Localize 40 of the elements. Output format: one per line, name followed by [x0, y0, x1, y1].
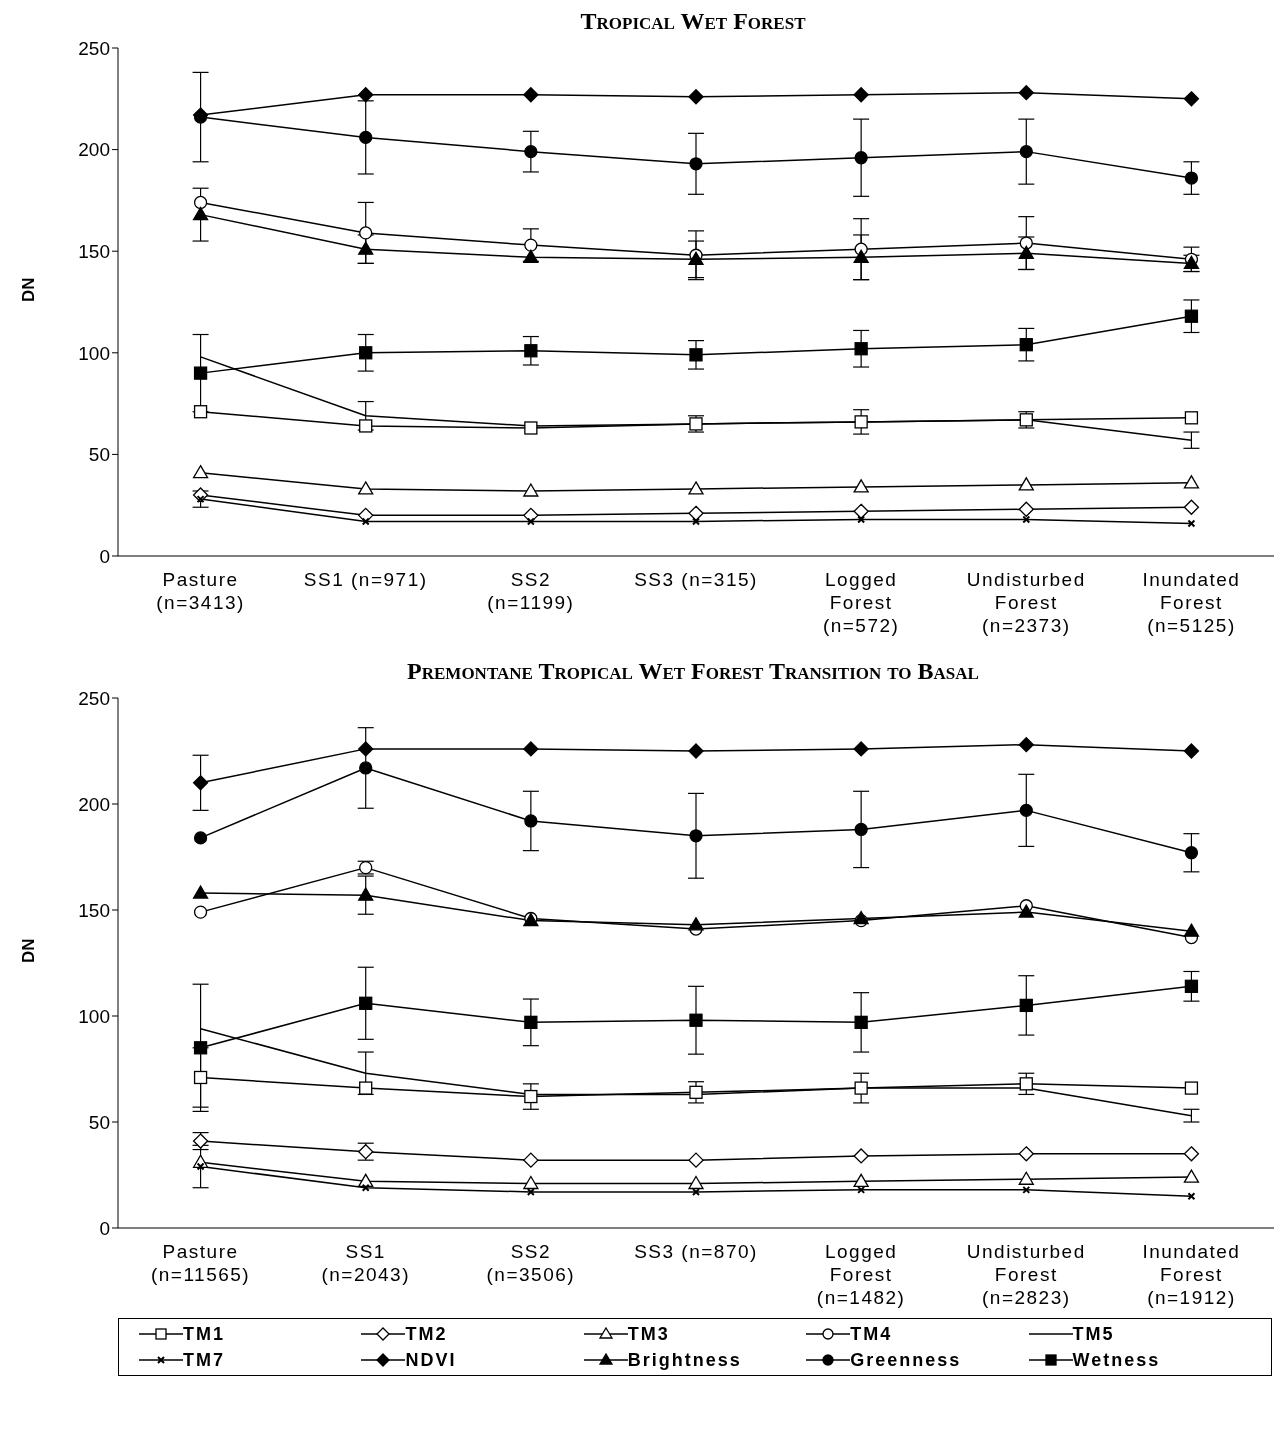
chart-title: Tropical Wet Forest: [580, 8, 806, 34]
y-tick-label: 150: [78, 899, 110, 921]
x-tick-label: SS2 (n=1199): [487, 569, 575, 613]
y-tick-label: 200: [78, 793, 110, 815]
x-tick-label: Pasture (n=3413): [156, 569, 245, 613]
y-tick-label: 100: [78, 1005, 110, 1027]
x-tick-label: Pasture (n=11565): [150, 1241, 251, 1285]
x-tick-label: SS1 (n=971): [303, 569, 428, 590]
y-tick-label: 200: [78, 139, 110, 161]
legend-label: TM2: [405, 1323, 448, 1345]
x-tick-label: Logged Forest (n=1482): [816, 1241, 906, 1308]
x-tick-label: SS3 (n=315): [634, 569, 758, 590]
y-tick-label: 50: [88, 444, 110, 466]
x-tick-label: SS3 (n=870): [634, 1241, 758, 1262]
legend-label: TM5: [1072, 1323, 1115, 1345]
y-axis-title: DN: [19, 277, 39, 302]
y-tick-label: 100: [78, 342, 110, 364]
x-tick-label: Inundated Forest (n=5125): [1142, 569, 1241, 636]
legend-label: Greenness: [850, 1349, 962, 1371]
legend-label: TM4: [850, 1323, 893, 1345]
chart-title: Premontane Tropical Wet Forest Transition to Basal: [407, 658, 979, 684]
y-axis-title: DN: [19, 938, 39, 963]
legend-label: Wetness: [1072, 1349, 1161, 1371]
legend-label: Brightness: [627, 1349, 742, 1371]
y-tick-label: 0: [99, 545, 110, 567]
x-tick-label: Undisturbed Forest (n=2373): [966, 569, 1086, 636]
x-tick-label: Inundated Forest (n=1912): [1142, 1241, 1241, 1308]
y-tick-label: 0: [99, 1217, 110, 1239]
y-tick-label: 150: [78, 240, 110, 262]
y-tick-label: 250: [78, 687, 110, 709]
legend-label: TM1: [183, 1323, 225, 1345]
legend-label: TM3: [627, 1323, 670, 1345]
x-tick-label: SS2 (n=3506): [486, 1241, 576, 1285]
x-tick-label: Logged Forest (n=572): [822, 569, 900, 636]
y-tick-label: 50: [88, 1111, 110, 1133]
x-tick-label: SS1 (n=2043): [321, 1241, 411, 1285]
legend-label: TM7: [183, 1349, 225, 1371]
x-tick-label: Undisturbed Forest (n=2823): [966, 1241, 1086, 1308]
y-tick-label: 250: [78, 37, 110, 59]
legend-label: NDVI: [405, 1349, 457, 1371]
